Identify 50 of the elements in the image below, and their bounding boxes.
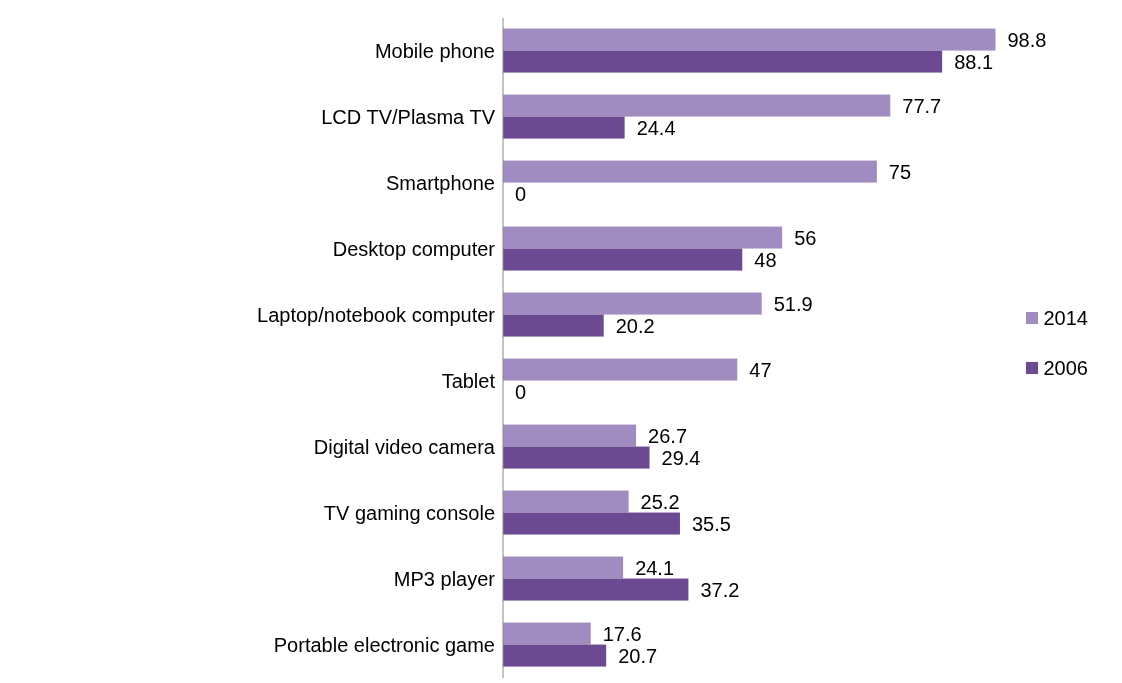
data-label: 77.7 xyxy=(902,94,942,117)
bar xyxy=(503,358,738,381)
bar xyxy=(503,578,689,601)
data-label: 0 xyxy=(515,182,527,205)
data-label: 98.8 xyxy=(1007,28,1047,51)
data-label: 0 xyxy=(515,380,527,403)
data-label: 24.4 xyxy=(636,116,676,139)
data-label: 29.4 xyxy=(661,446,701,469)
data-label: 47 xyxy=(749,358,772,381)
y-tick-label: Mobile phone xyxy=(374,40,495,63)
bar xyxy=(503,160,877,183)
y-tick-label: Digital video camera xyxy=(313,436,496,459)
y-tick-label: Desktop computer xyxy=(332,238,496,261)
y-tick-label: Tablet xyxy=(441,370,496,393)
bar xyxy=(503,556,624,579)
bar xyxy=(503,50,943,73)
legend-label: 2006 xyxy=(1043,356,1088,380)
bar xyxy=(503,248,743,271)
y-tick-label: Laptop/notebook computer xyxy=(257,304,496,327)
y-tick-label: Smartphone xyxy=(386,172,495,195)
bar xyxy=(503,28,996,51)
bar xyxy=(503,512,680,535)
data-label: 20.2 xyxy=(615,314,655,337)
bar xyxy=(503,622,591,645)
y-tick-label: TV gaming console xyxy=(323,502,495,525)
data-label: 48 xyxy=(754,248,777,271)
y-tick-label: LCD TV/Plasma TV xyxy=(321,106,496,129)
data-label: 26.7 xyxy=(648,424,688,447)
data-label: 25.2 xyxy=(640,490,680,513)
legend-label: 2014 xyxy=(1043,306,1088,330)
data-label: 51.9 xyxy=(773,292,813,315)
bar xyxy=(503,116,625,139)
data-label: 20.7 xyxy=(618,644,658,667)
data-label: 88.1 xyxy=(954,50,994,73)
bar xyxy=(503,446,650,469)
y-tick-label: Portable electronic game xyxy=(273,634,495,657)
bar xyxy=(503,94,891,117)
data-label: 35.5 xyxy=(691,512,731,535)
data-label: 37.2 xyxy=(700,578,740,601)
bar xyxy=(503,424,637,447)
bar xyxy=(503,226,783,249)
bar xyxy=(503,292,762,315)
bar xyxy=(503,490,629,513)
data-label: 56 xyxy=(794,226,817,249)
bar xyxy=(503,314,604,337)
data-label: 17.6 xyxy=(602,622,642,645)
data-label: 24.1 xyxy=(635,556,675,579)
bar xyxy=(503,644,607,667)
y-tick-label: MP3 player xyxy=(393,568,496,591)
data-label: 75 xyxy=(888,160,912,183)
